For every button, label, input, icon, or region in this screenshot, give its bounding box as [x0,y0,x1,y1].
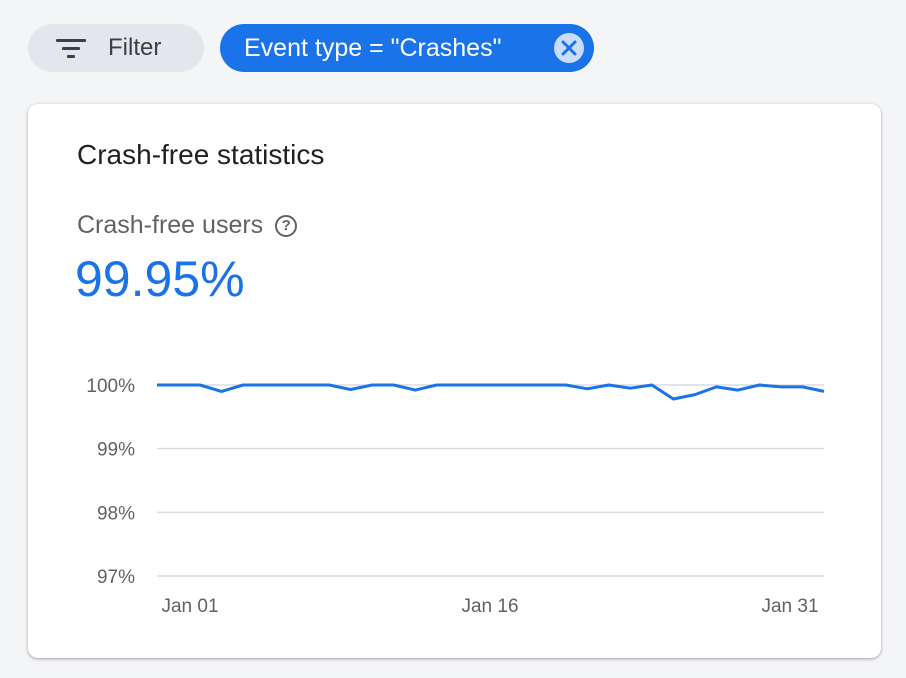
x-tick-label: Jan 01 [161,596,218,617]
close-icon[interactable] [554,33,584,63]
x-tick-label: Jan 16 [461,596,518,617]
filter-icon [56,37,86,59]
filter-button[interactable]: Filter [28,24,204,72]
filter-button-label: Filter [108,34,162,61]
filter-chip-label: Event type = "Crashes" [244,33,502,62]
metric-label-text: Crash-free users [77,211,264,239]
metric-label: Crash-free users ? [77,211,298,240]
y-tick-label: 98% [97,503,135,524]
crash-free-users-chart: 100% 99% 98% 97% Jan 01 Jan 16 Jan 31 [86,376,825,617]
help-icon[interactable]: ? [275,214,298,237]
y-tick-label: 97% [97,567,135,588]
y-tick-label: 100% [86,376,135,397]
crash-free-statistics-card: Crash-free statistics Crash-free users ?… [28,104,881,658]
y-tick-label: 99% [97,440,135,461]
series-line [157,383,825,401]
x-tick-label: Jan 31 [761,596,818,617]
metric-value: 99.95% [75,251,245,307]
filter-bar: Filter Event type = "Crashes" [28,24,594,72]
event-type-filter-chip[interactable]: Event type = "Crashes" [220,24,594,72]
card-title: Crash-free statistics [77,139,325,170]
